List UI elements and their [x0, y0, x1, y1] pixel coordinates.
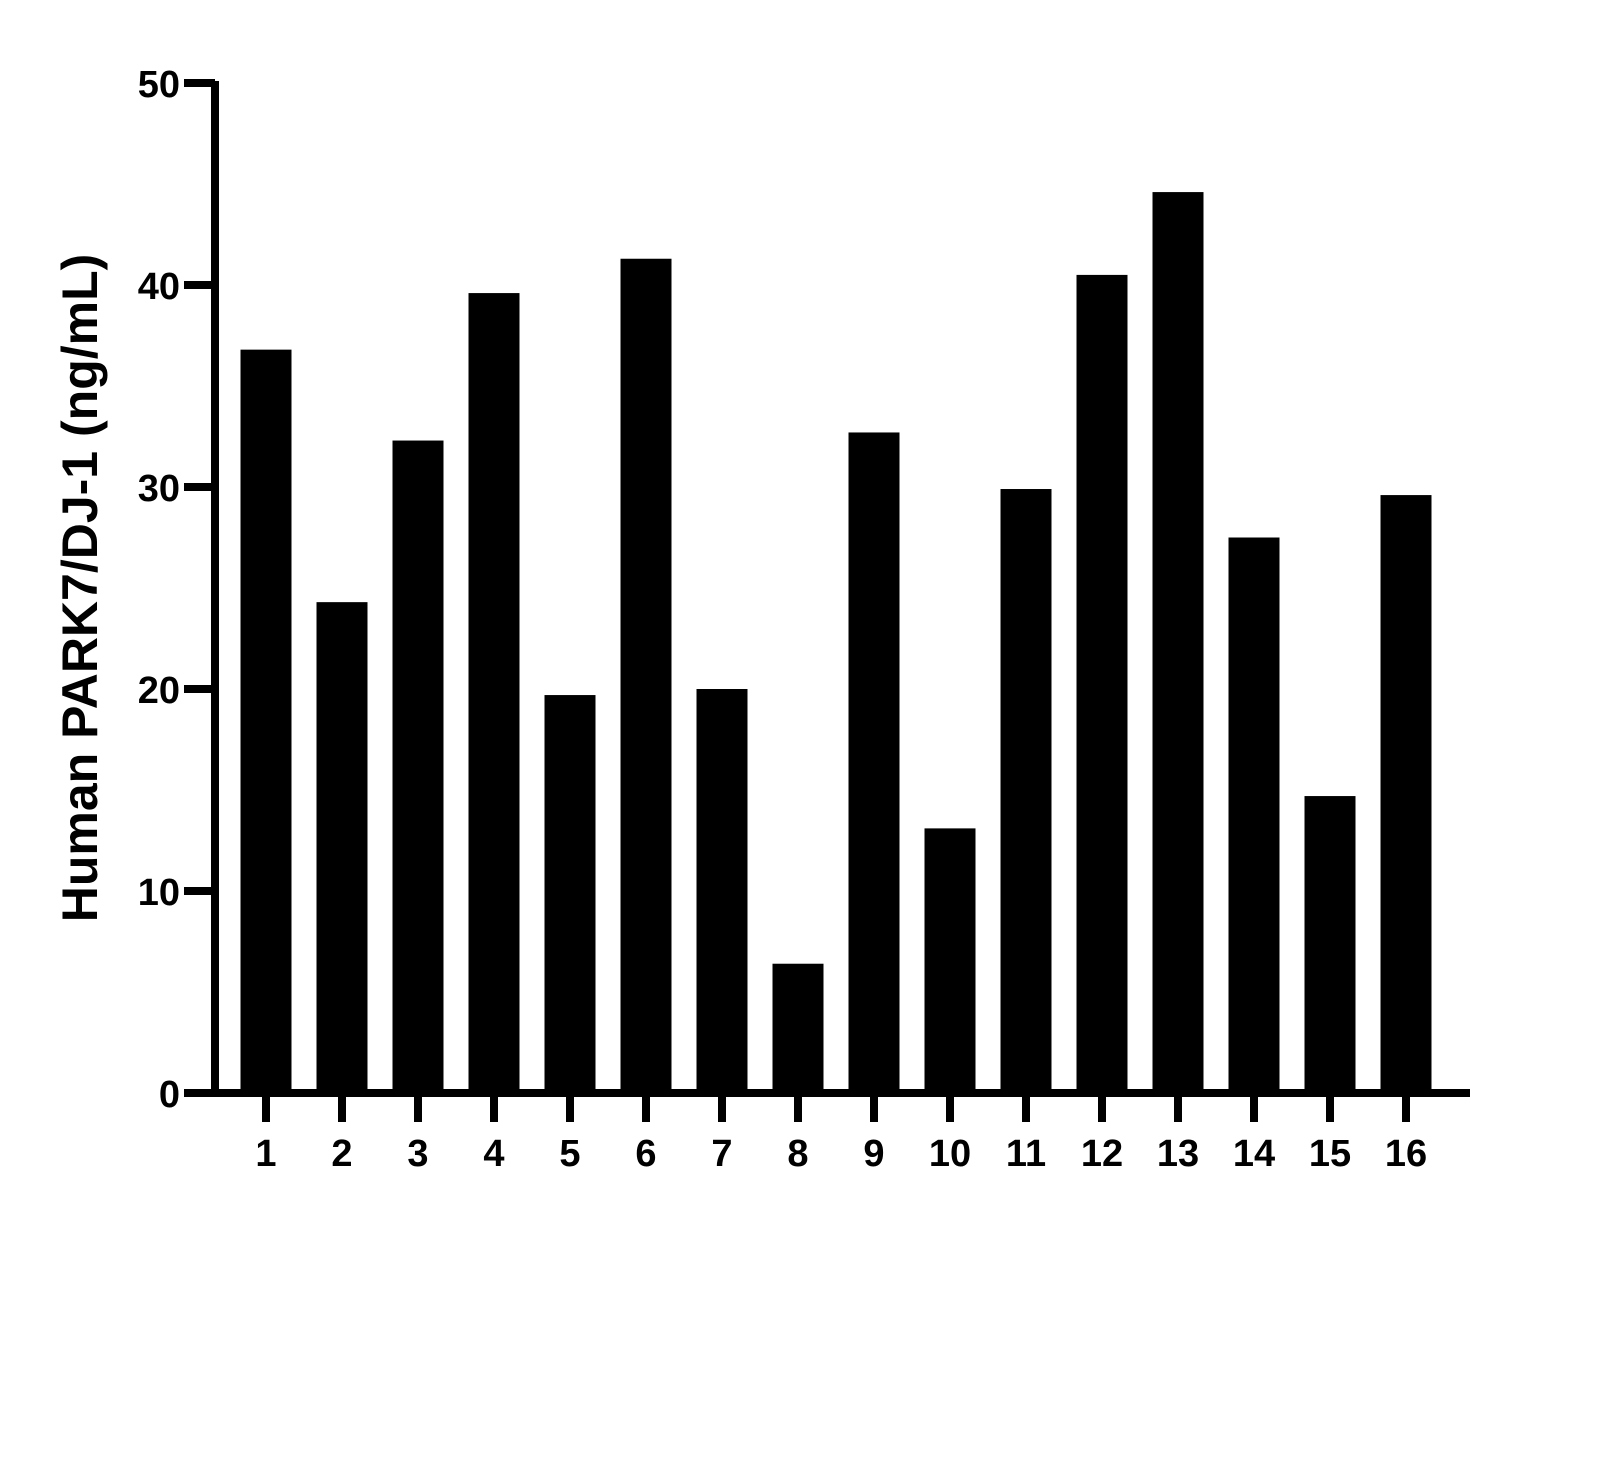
bar-1	[240, 349, 292, 1093]
bar-15	[1304, 796, 1356, 1093]
y-tick-label: 10	[138, 872, 180, 914]
x-tick-label: 7	[711, 1133, 732, 1175]
x-tick-label: 16	[1385, 1133, 1427, 1175]
y-axis-label: Human PARK7/DJ-1 (ng/mL)	[52, 254, 108, 923]
bar-13	[1152, 192, 1204, 1093]
bar-12	[1076, 274, 1128, 1093]
bar-6	[620, 258, 672, 1093]
x-tick-label: 2	[331, 1133, 352, 1175]
y-ticks-group: 0 10 20 30 40 50	[138, 64, 215, 1116]
y-tick-label: 50	[138, 64, 180, 106]
bar-11	[1000, 489, 1052, 1093]
x-tick-label: 5	[559, 1133, 580, 1175]
x-tick-label: 15	[1309, 1133, 1351, 1175]
x-tick-label: 14	[1233, 1133, 1275, 1175]
y-tick-label: 20	[138, 670, 180, 712]
bar-14	[1228, 537, 1280, 1093]
bar-5	[544, 695, 596, 1093]
x-tick-label: 6	[635, 1133, 656, 1175]
bar-9	[848, 432, 900, 1094]
bar-8	[772, 963, 824, 1093]
bars-group	[240, 192, 1432, 1094]
x-tick-label: 13	[1157, 1133, 1199, 1175]
bar-7	[696, 689, 748, 1093]
y-tick-label: 30	[138, 468, 180, 510]
x-tick-label: 10	[929, 1133, 971, 1175]
x-tick-label: 12	[1081, 1133, 1123, 1175]
x-tick-label: 4	[483, 1133, 504, 1175]
x-tick-label: 9	[863, 1133, 884, 1175]
y-tick-label: 40	[138, 266, 180, 308]
x-tick-label: 11	[1006, 1133, 1046, 1175]
bar-2	[316, 602, 368, 1093]
x-tick-label: 8	[787, 1133, 808, 1175]
bar-3	[392, 440, 444, 1093]
axes-group	[184, 81, 1470, 1097]
bar-10	[924, 828, 976, 1093]
x-tick-label: 1	[255, 1133, 276, 1175]
x-ticks-group: 1 2 3 4 5 6 7 8 9 10 11 12 13 14 15 16	[255, 1097, 1427, 1175]
bar-4	[468, 293, 520, 1094]
bar-16	[1380, 495, 1432, 1094]
x-tick-label: 3	[407, 1133, 428, 1175]
y-tick-label: 0	[159, 1074, 180, 1116]
